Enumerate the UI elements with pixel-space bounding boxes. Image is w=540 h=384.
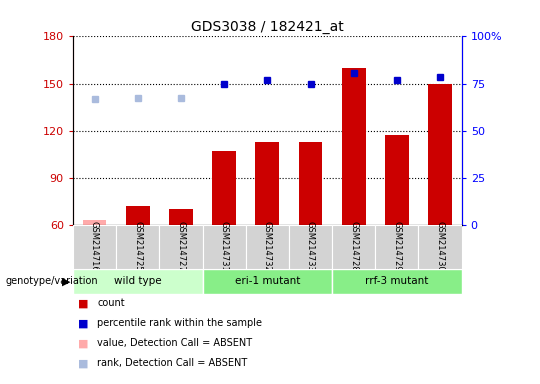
Title: GDS3038 / 182421_at: GDS3038 / 182421_at: [191, 20, 343, 34]
Bar: [202, 269, 332, 294]
Bar: [83, 220, 106, 225]
Text: eri-1 mutant: eri-1 mutant: [234, 276, 300, 286]
Text: percentile rank within the sample: percentile rank within the sample: [97, 318, 262, 328]
Text: GSM214729: GSM214729: [393, 222, 401, 272]
Text: GSM214730: GSM214730: [436, 221, 444, 272]
Bar: [418, 225, 462, 269]
Bar: [385, 135, 409, 225]
Bar: [375, 225, 418, 269]
Text: GSM214725: GSM214725: [133, 222, 142, 272]
Text: genotype/variation: genotype/variation: [5, 276, 98, 286]
Text: GSM214728: GSM214728: [349, 221, 358, 272]
Bar: [332, 269, 462, 294]
Text: GSM214727: GSM214727: [177, 221, 185, 272]
Bar: [428, 84, 452, 225]
Bar: [73, 225, 116, 269]
Text: GSM214731: GSM214731: [220, 221, 228, 272]
Bar: [126, 206, 150, 225]
Bar: [255, 142, 279, 225]
Text: rank, Detection Call = ABSENT: rank, Detection Call = ABSENT: [97, 358, 247, 368]
Bar: [116, 225, 159, 269]
Text: ■: ■: [78, 318, 89, 328]
Text: value, Detection Call = ABSENT: value, Detection Call = ABSENT: [97, 338, 252, 348]
Text: GSM214716: GSM214716: [90, 221, 99, 272]
Bar: [299, 142, 322, 225]
Text: ■: ■: [78, 358, 89, 368]
Text: ■: ■: [78, 338, 89, 348]
Text: wild type: wild type: [114, 276, 161, 286]
Bar: [169, 209, 193, 225]
Text: rrf-3 mutant: rrf-3 mutant: [365, 276, 429, 286]
Text: GSM214733: GSM214733: [306, 221, 315, 272]
Bar: [73, 269, 202, 294]
Text: ▶: ▶: [62, 276, 70, 286]
Bar: [202, 225, 246, 269]
Bar: [332, 225, 375, 269]
Bar: [212, 151, 236, 225]
Text: GSM214732: GSM214732: [263, 221, 272, 272]
Text: count: count: [97, 298, 125, 308]
Bar: [159, 225, 202, 269]
Bar: [342, 68, 366, 225]
Text: ■: ■: [78, 298, 89, 308]
Bar: [246, 225, 289, 269]
Bar: [289, 225, 332, 269]
